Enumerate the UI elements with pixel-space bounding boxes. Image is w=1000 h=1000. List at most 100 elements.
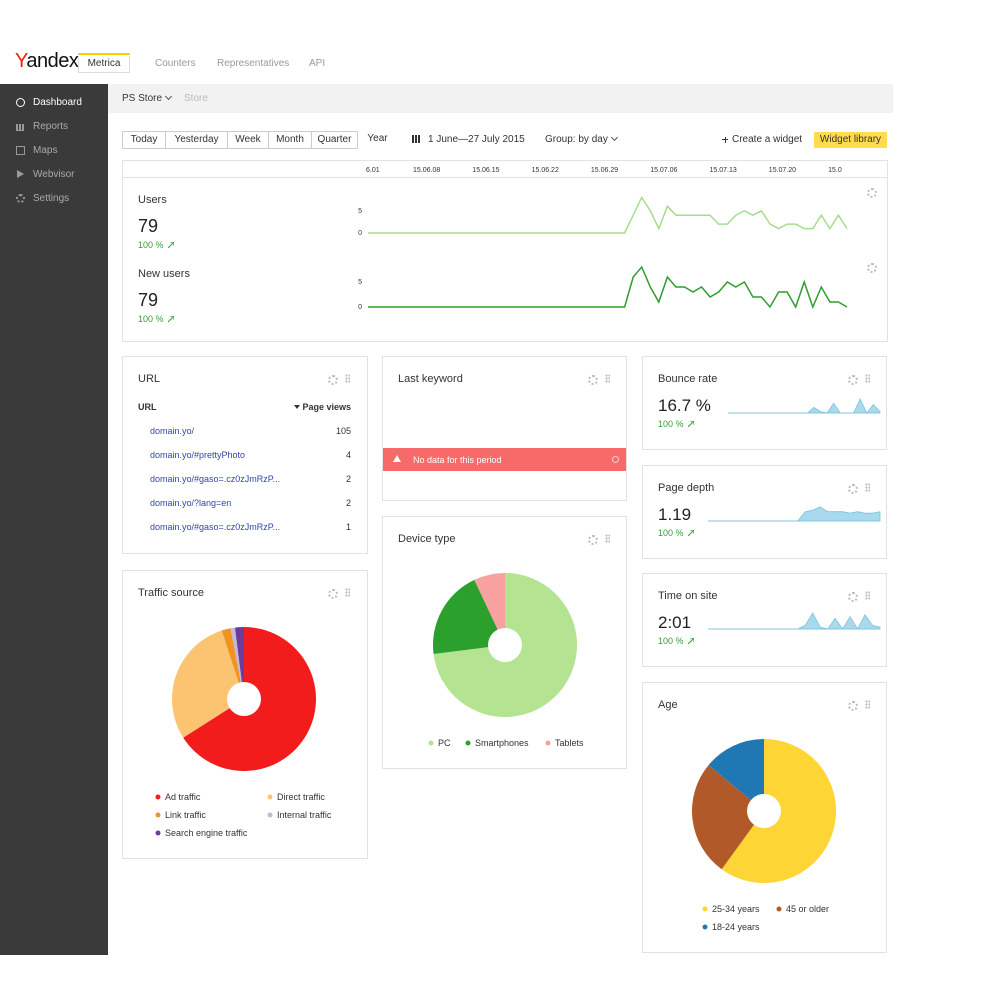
plus-icon bbox=[724, 136, 726, 143]
metric-change: 100 % bbox=[658, 636, 694, 646]
arrow-icon bbox=[687, 530, 694, 536]
caret bbox=[610, 133, 618, 142]
drag-handle[interactable] bbox=[605, 374, 610, 383]
url-link[interactable]: domain.yo/?lang=en bbox=[150, 498, 232, 508]
sidebar-item[interactable]: Settings bbox=[33, 193, 70, 204]
device-widget bbox=[382, 516, 627, 769]
traffic-widget bbox=[122, 570, 368, 859]
calendar-icon bbox=[412, 135, 420, 143]
url-link[interactable]: domain.yo/ bbox=[150, 426, 195, 436]
metric-value: 79 bbox=[138, 290, 159, 310]
period-button[interactable]: Quarter bbox=[311, 131, 358, 149]
settings-icon[interactable] bbox=[588, 375, 598, 385]
settings-icon[interactable] bbox=[867, 188, 877, 198]
settings-icon[interactable] bbox=[848, 592, 858, 602]
url-widget bbox=[122, 356, 368, 554]
breadcrumb: Store bbox=[184, 93, 208, 104]
metric-change: 100 % bbox=[138, 314, 174, 324]
sidebar bbox=[0, 84, 108, 955]
period-button[interactable]: Yesterday bbox=[165, 131, 228, 149]
page-views: 1 bbox=[345, 522, 351, 532]
change-text: 100 % bbox=[658, 528, 684, 538]
widget-title: Time on site bbox=[658, 590, 718, 602]
sidebar-item[interactable]: Webvisor bbox=[33, 169, 75, 180]
metric-value: 1.19 bbox=[658, 505, 692, 524]
widget-library-button[interactable]: Widget library bbox=[814, 132, 887, 148]
drag-handle[interactable] bbox=[865, 700, 870, 709]
url-link[interactable]: domain.yo/#prettyPhoto bbox=[150, 450, 246, 460]
nav-link[interactable]: Representatives bbox=[217, 58, 290, 69]
metric-change: 100 % bbox=[658, 419, 694, 429]
metric-title: New users bbox=[138, 268, 190, 280]
settings-icon[interactable] bbox=[328, 375, 338, 385]
axis-separator bbox=[123, 177, 887, 178]
url-link[interactable]: domain.yo/#gaso=.cz0zJmRzP... bbox=[150, 474, 281, 484]
change-text: 100 % bbox=[138, 314, 164, 324]
drag-handle[interactable] bbox=[605, 534, 610, 543]
group-select[interactable]: Group: by day bbox=[545, 133, 618, 145]
settings-icon[interactable] bbox=[848, 375, 858, 385]
metric-change: 100 % bbox=[658, 528, 694, 538]
settings-icon[interactable] bbox=[328, 589, 338, 599]
error-message: No data for this period bbox=[413, 455, 502, 465]
metric-value: 2:01 bbox=[658, 613, 692, 632]
create-widget[interactable]: Create a widget bbox=[732, 134, 803, 145]
date-range[interactable]: 1 June—27 July 2015 bbox=[428, 134, 525, 145]
arrow-icon bbox=[167, 242, 174, 248]
change-text: 100 % bbox=[658, 636, 684, 646]
sidebar-item[interactable]: Reports bbox=[33, 121, 69, 132]
page-views: 2 bbox=[345, 498, 351, 508]
metric-change: 100 % bbox=[138, 240, 174, 250]
settings-icon[interactable] bbox=[848, 701, 858, 711]
nav-link[interactable]: Counters bbox=[155, 58, 196, 69]
timeline-widget bbox=[122, 160, 888, 342]
change-text: 100 % bbox=[658, 419, 684, 429]
group-label: Group: by day bbox=[545, 134, 608, 145]
warning-icon bbox=[393, 455, 401, 462]
sort-icon[interactable] bbox=[294, 405, 300, 409]
close-icon[interactable] bbox=[612, 456, 619, 463]
column-header[interactable]: Page views bbox=[302, 402, 351, 412]
metric-value: 16.7 % bbox=[658, 396, 711, 415]
product-tab[interactable]: Metrica bbox=[78, 53, 130, 73]
widget-title: URL bbox=[138, 373, 161, 385]
drag-handle[interactable] bbox=[345, 374, 350, 383]
period-button[interactable]: Month bbox=[268, 131, 312, 149]
icon bbox=[16, 194, 25, 203]
widget-title: Device type bbox=[398, 533, 456, 545]
arrow-icon bbox=[167, 316, 174, 322]
age-widget bbox=[642, 682, 887, 953]
widget-title: Bounce rate bbox=[658, 373, 718, 385]
drag-handle[interactable] bbox=[865, 374, 870, 383]
metric-value: 79 bbox=[138, 216, 159, 236]
sidebar-item[interactable]: Dashboard bbox=[33, 97, 82, 108]
widget-title: Age bbox=[658, 699, 678, 711]
icon bbox=[16, 98, 25, 107]
counter-name: PS Store bbox=[122, 93, 163, 104]
change-text: 100 % bbox=[138, 240, 164, 250]
sidebar-item[interactable]: Maps bbox=[33, 145, 58, 156]
icon bbox=[16, 146, 25, 155]
url-link[interactable]: domain.yo/#gaso=.cz0zJmRzP... bbox=[150, 522, 281, 532]
icon bbox=[17, 170, 24, 178]
period-button[interactable]: Today bbox=[122, 131, 166, 149]
drag-handle[interactable] bbox=[865, 483, 870, 492]
drag-handle[interactable] bbox=[345, 588, 350, 597]
widget-title: Traffic source bbox=[138, 587, 205, 599]
metric-title: Users bbox=[138, 194, 167, 206]
widget-title: Page depth bbox=[658, 482, 715, 494]
arrow-icon bbox=[687, 421, 694, 427]
settings-icon[interactable] bbox=[848, 484, 858, 494]
period-button[interactable]: Year bbox=[357, 131, 397, 149]
subheader bbox=[108, 84, 893, 113]
drag-handle[interactable] bbox=[865, 591, 870, 600]
caret bbox=[164, 92, 173, 101]
period-button[interactable]: Week bbox=[227, 131, 269, 149]
nav-link[interactable]: API bbox=[309, 58, 326, 69]
page-views: 2 bbox=[345, 474, 351, 484]
settings-icon[interactable] bbox=[588, 535, 598, 545]
logo[interactable]: Yandex bbox=[15, 50, 79, 72]
counter-select[interactable]: PS Store bbox=[122, 92, 173, 104]
settings-icon[interactable] bbox=[867, 263, 877, 273]
